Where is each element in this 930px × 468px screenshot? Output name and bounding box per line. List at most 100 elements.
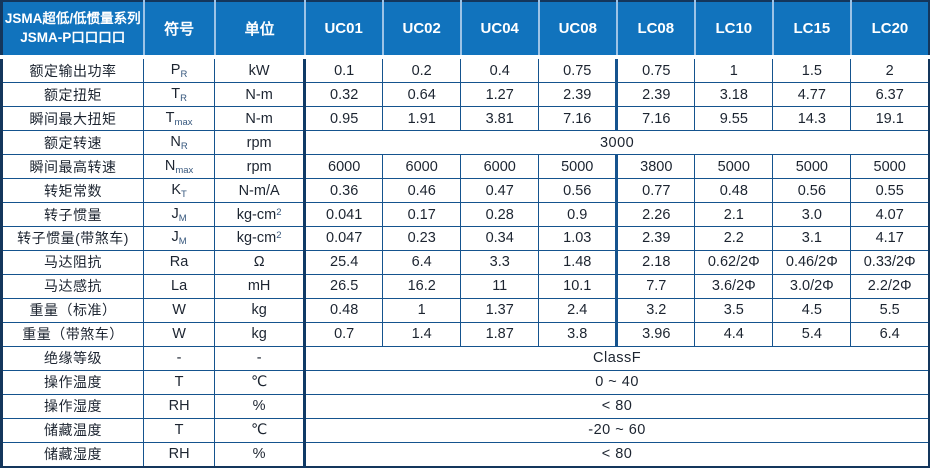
value-cell-UC02: 0.17 [382, 202, 462, 227]
value-cell-LC20: 6.37 [850, 82, 930, 108]
symbol-cell: RH [143, 441, 216, 468]
value-cell-LC10: 2.2 [694, 226, 774, 251]
value-cell-UC08: 1.48 [538, 249, 619, 275]
unit-cell: kg [214, 321, 307, 347]
value-cell-LC15: 14.3 [772, 106, 852, 132]
value-cell-UC04: 3.3 [460, 249, 540, 275]
value-cell-UC01: 6000 [304, 154, 384, 180]
value-cell-UC04: 6000 [460, 154, 540, 180]
model-header-UC08: UC08 [537, 1, 617, 59]
table-header: JSMA超低/低惯量系列 JSMA-P口口口口 符号 单位 UC01 UC02 UC… [1, 1, 929, 59]
row-label-cell: 绝缘等级 [0, 345, 145, 371]
table-row: 额定转速 NR rpm 3000 [0, 130, 930, 156]
unit-cell: % [214, 393, 307, 419]
unit-cell: Ω [214, 249, 307, 275]
value-cell-LC15: 5000 [772, 154, 852, 180]
row-label-cell: 转子惯量 [0, 202, 145, 227]
value-cell-LC08: 7.7 [616, 273, 696, 299]
value-cell-LC20: 0.55 [850, 178, 930, 204]
value-cell-UC04: 0.34 [460, 226, 540, 251]
unit-cell: kg [214, 297, 307, 323]
row-label-cell: 马达阻抗 [0, 249, 145, 275]
row-label-cell: 马达感抗 [0, 273, 145, 299]
row-label-cell: 额定输出功率 [0, 56, 145, 84]
symbol-column-header: 符号 [142, 1, 215, 59]
table-row: 操作温度 T ℃ 0 ~ 40 [0, 369, 930, 395]
row-label-cell: 转子惯量(带煞车) [0, 226, 145, 251]
symbol-cell: T [143, 369, 216, 395]
row-label-cell: 额定转速 [0, 130, 145, 156]
value-cell-UC01: 0.95 [304, 106, 384, 132]
value-cell-UC01: 0.36 [304, 178, 384, 204]
value-cell-LC08: 3.2 [616, 297, 696, 323]
symbol-cell: NR [143, 130, 216, 156]
symbol-cell: KT [143, 178, 216, 204]
table-row: 瞬间最大扭矩 Tmax N-m 0.95 1.91 3.81 7.16 7.16 9.55 14.… [0, 106, 930, 132]
model-header-LC10: LC10 [693, 1, 773, 59]
value-cell-LC10: 2.1 [694, 202, 774, 227]
model-header-UC02: UC02 [381, 1, 461, 59]
value-cell-UC02: 0.46 [382, 178, 462, 204]
value-cell-LC20: 6.4 [850, 321, 930, 347]
value-cell-LC15: 1.5 [772, 56, 852, 84]
symbol-cell: PR [143, 56, 216, 84]
symbol-cell: La [143, 273, 216, 299]
value-cell-LC15: 5.4 [772, 321, 852, 347]
value-cell-LC08: 2.26 [616, 202, 696, 227]
unit-cell: kW [214, 56, 307, 84]
value-cell-UC01: 0.7 [304, 321, 384, 347]
table-row: 马达感抗 La mH 26.5 16.2 11 10.1 7.7 3.6/2Φ 3.0/2Φ 2.2… [0, 273, 930, 299]
value-cell-LC15: 4.77 [772, 82, 852, 108]
value-cell-LC20: 19.1 [850, 106, 930, 132]
value-cell-LC08: 2.39 [616, 82, 696, 108]
value-cell-LC08: 7.16 [616, 106, 696, 132]
unit-cell: rpm [214, 154, 307, 180]
symbol-cell: JM [143, 226, 216, 251]
value-cell-LC20: 4.07 [850, 202, 930, 227]
table-body: 额定输出功率 PR kW 0.1 0.2 0.4 0.75 0.75 1 1.5 2 额定扭矩 TR N-… [0, 56, 930, 468]
value-cell-LC20: 4.17 [850, 226, 930, 251]
value-cell-LC08: 2.18 [616, 249, 696, 275]
row-label-cell: 重量（标准） [0, 297, 145, 323]
value-cell-UC02: 1 [382, 297, 462, 323]
value-cell-LC08: 3.96 [616, 321, 696, 347]
value-cell-LC08: 0.77 [616, 178, 696, 204]
value-cell-UC04: 3.81 [460, 106, 540, 132]
value-cell-UC02: 0.64 [382, 82, 462, 108]
span-value-cell: 3000 [304, 130, 930, 156]
value-cell-LC10: 3.18 [694, 82, 774, 108]
unit-cell: ℃ [214, 369, 307, 395]
series-title-line1: JSMA超低/低惯量系列 [4, 10, 141, 26]
symbol-cell: JM [143, 202, 216, 227]
value-cell-UC04: 11 [460, 273, 540, 299]
value-cell-UC08: 7.16 [538, 106, 619, 132]
row-label-cell: 操作温度 [0, 369, 145, 395]
value-cell-LC15: 3.1 [772, 226, 852, 251]
span-value-cell: 0 ~ 40 [304, 369, 930, 395]
value-cell-UC08: 10.1 [538, 273, 619, 299]
value-cell-UC01: 0.1 [304, 56, 384, 84]
series-title-line2: JSMA-P口口口口 [20, 29, 126, 45]
value-cell-UC04: 0.4 [460, 56, 540, 84]
unit-cell: ℃ [214, 417, 307, 443]
unit-cell: % [214, 441, 307, 468]
value-cell-LC10: 5000 [694, 154, 774, 180]
row-label-cell: 储藏湿度 [0, 441, 145, 468]
value-cell-LC15: 0.56 [772, 178, 852, 204]
value-cell-LC15: 3.0 [772, 202, 852, 227]
value-cell-LC08: 3800 [616, 154, 696, 180]
value-cell-UC01: 0.48 [304, 297, 384, 323]
model-header-UC04: UC04 [459, 1, 539, 59]
value-cell-LC15: 3.0/2Φ [772, 273, 852, 299]
value-cell-UC08: 1.03 [538, 226, 619, 251]
table-row: 绝缘等级 - - ClassF [0, 345, 930, 371]
header-row: JSMA超低/低惯量系列 JSMA-P口口口口 符号 单位 UC01 UC02 UC… [1, 1, 929, 59]
row-label-cell: 瞬间最大扭矩 [0, 106, 145, 132]
value-cell-UC02: 0.2 [382, 56, 462, 84]
row-label-cell: 储藏温度 [0, 417, 145, 443]
table-row: 转矩常数 KT N-m/A 0.36 0.46 0.47 0.56 0.77 0.48 0.56 0… [0, 178, 930, 204]
table-row: 额定扭矩 TR N-m 0.32 0.64 1.27 2.39 2.39 3.18 4.77 6.3… [0, 82, 930, 108]
